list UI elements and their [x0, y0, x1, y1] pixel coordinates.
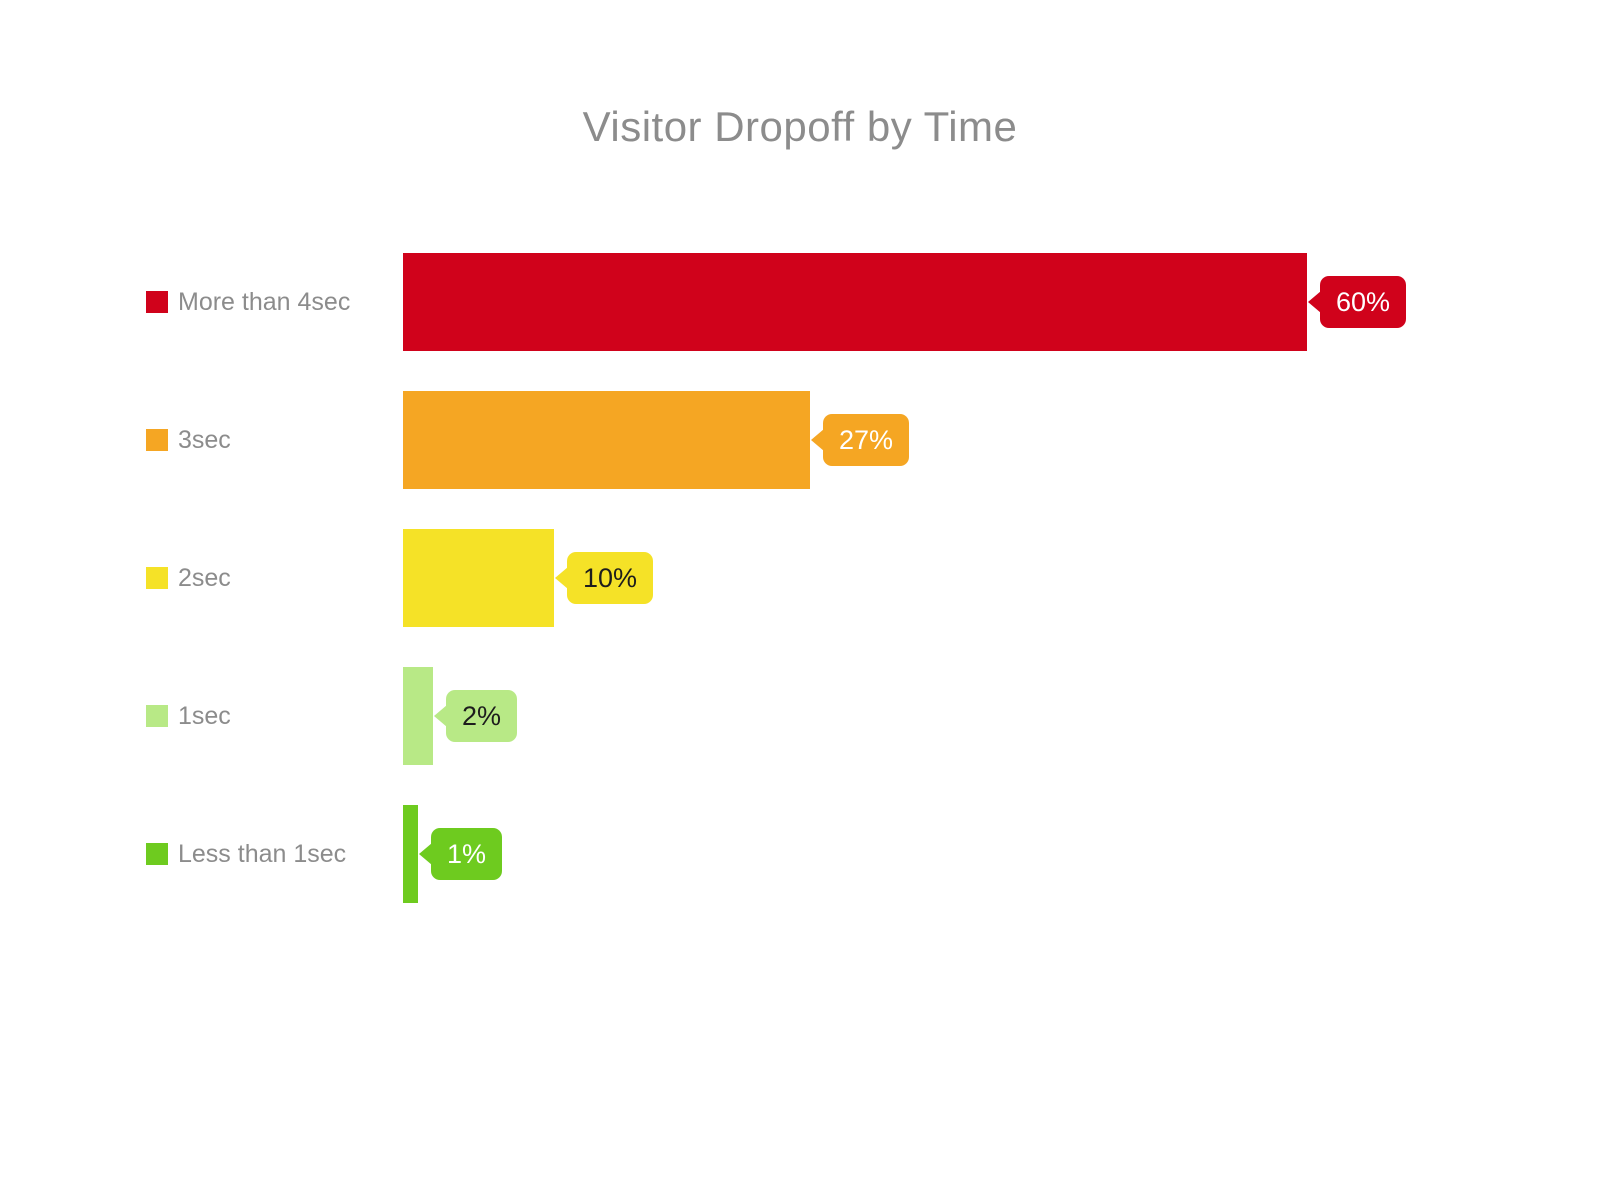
bar-area: 60% — [403, 253, 1600, 351]
bar-row: Less than 1sec 1% — [0, 805, 1600, 903]
bar-area: 27% — [403, 391, 1600, 489]
value-label-bubble: 10% — [555, 552, 654, 604]
bubble-arrow-icon — [555, 567, 568, 589]
category-label: More than 4sec — [178, 287, 351, 316]
value-label: 10% — [583, 562, 638, 593]
value-label-bubble: 1% — [419, 828, 503, 880]
value-label: 27% — [839, 424, 894, 455]
legend-swatch — [146, 291, 168, 313]
category-label: 2sec — [178, 563, 231, 592]
bar-area: 10% — [403, 529, 1600, 627]
bar — [403, 391, 810, 489]
bubble-arrow-icon — [434, 705, 447, 727]
legend-entry: Less than 1sec — [0, 840, 403, 869]
legend-swatch — [146, 567, 168, 589]
legend-swatch — [146, 705, 168, 727]
legend-swatch — [146, 429, 168, 451]
bar-row: 2sec 10% — [0, 529, 1600, 627]
value-label-bubble: 27% — [811, 414, 910, 466]
value-label: 2% — [462, 700, 502, 731]
bubble-arrow-icon — [1308, 291, 1321, 313]
value-label-bubble: 60% — [1308, 276, 1407, 328]
chart-title: Visitor Dropoff by Time — [582, 103, 1018, 150]
bar-row: More than 4sec 60% — [0, 253, 1600, 351]
legend-swatch — [146, 843, 168, 865]
legend-entry: 2sec — [0, 564, 403, 593]
legend-entry: More than 4sec — [0, 288, 403, 317]
bubble-arrow-icon — [811, 429, 824, 451]
legend-entry: 1sec — [0, 702, 403, 731]
bar-rows: More than 4sec 60% 3sec 27% 2sec — [0, 253, 1600, 903]
bar-area: 1% — [403, 805, 1600, 903]
value-label: 1% — [447, 838, 487, 869]
bar — [403, 529, 554, 627]
bar — [403, 805, 418, 903]
bar-row: 3sec 27% — [0, 391, 1600, 489]
bubble-arrow-icon — [419, 843, 432, 865]
bar — [403, 667, 433, 765]
legend-entry: 3sec — [0, 426, 403, 455]
bar-row: 1sec 2% — [0, 667, 1600, 765]
category-label: 3sec — [178, 425, 231, 454]
value-label-bubble: 2% — [434, 690, 518, 742]
category-label: Less than 1sec — [178, 839, 347, 868]
value-label: 60% — [1336, 286, 1391, 317]
category-label: 1sec — [178, 701, 231, 730]
bar — [403, 253, 1307, 351]
bar-area: 2% — [403, 667, 1600, 765]
